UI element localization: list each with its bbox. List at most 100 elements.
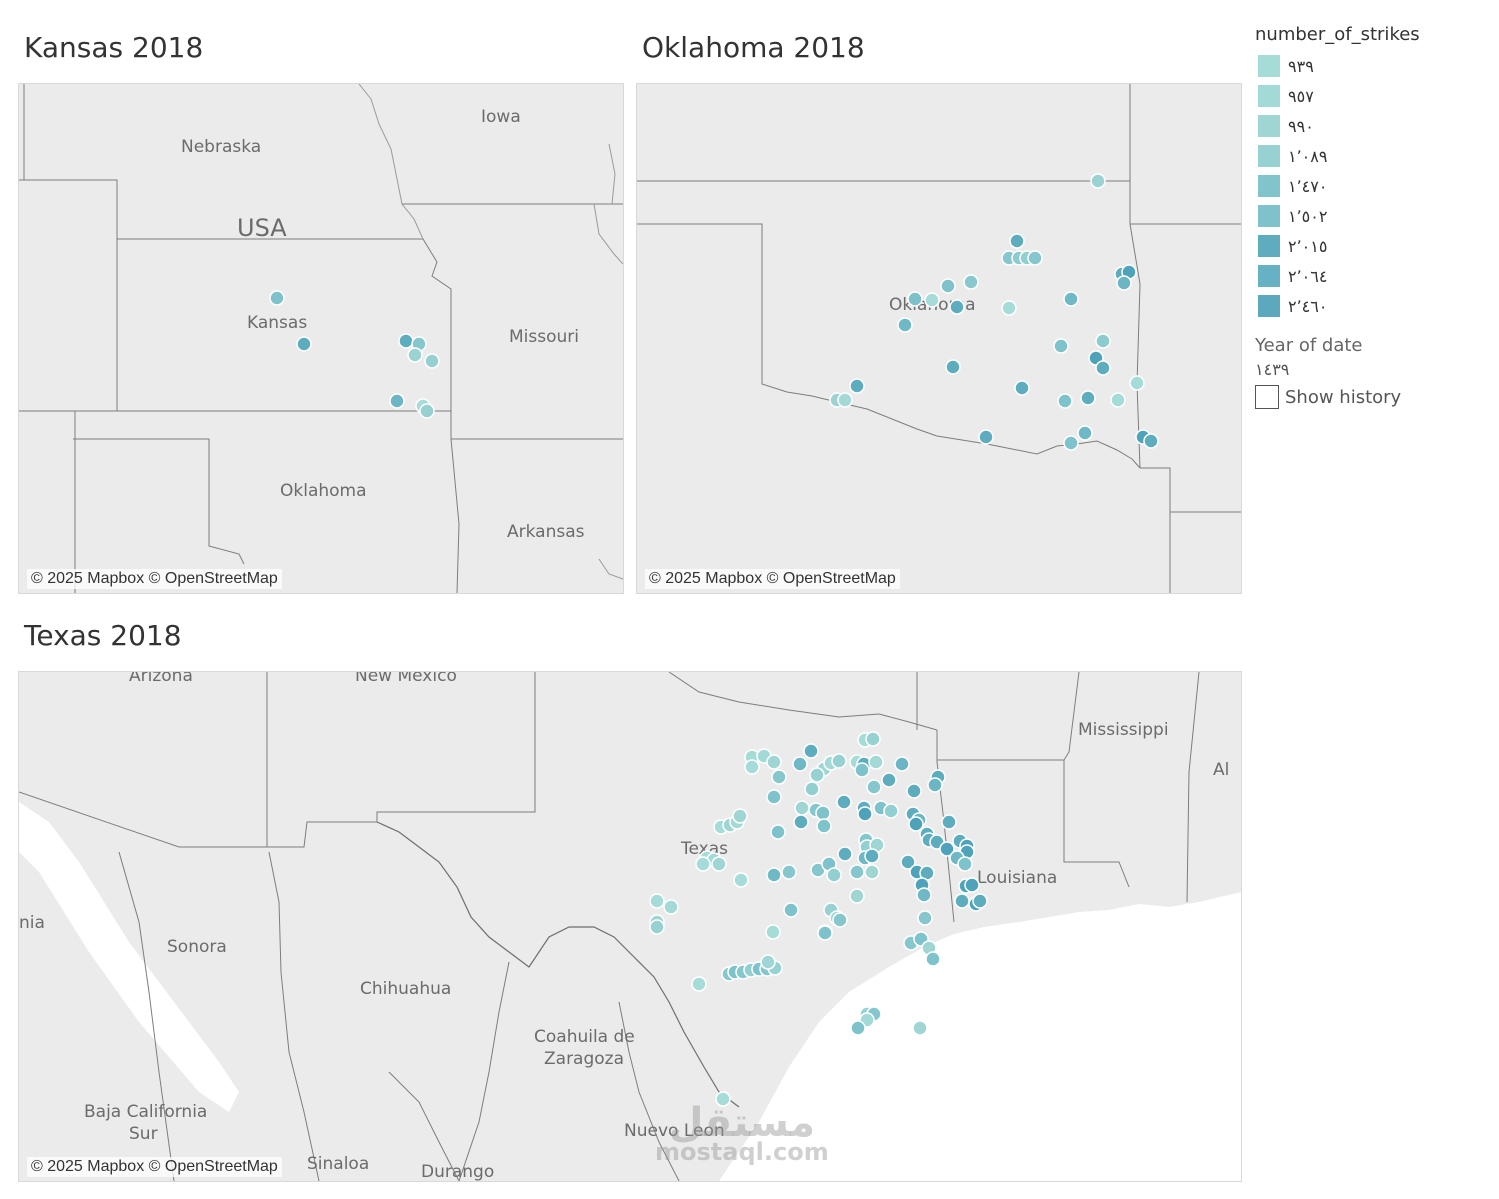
label-coahuila-2: Zaragoza [544, 1049, 624, 1069]
strike-points[interactable] [269, 290, 440, 419]
rio-grande [376, 821, 740, 1108]
strike-point [864, 848, 880, 864]
strike-point [744, 759, 760, 775]
legend-swatch [1258, 145, 1280, 167]
strike-point [1053, 338, 1069, 354]
year-filter: Year of date ١٤٣٩ Show history [1255, 335, 1485, 409]
texas-map-canvas: Arizona New Mexico Mississippi Al Texas … [19, 672, 1241, 1181]
kansas-north-border [117, 238, 452, 439]
strike-point [1143, 433, 1159, 449]
show-history-checkbox[interactable] [1255, 385, 1279, 409]
legend-item[interactable]: ٩٩٠ [1255, 111, 1485, 141]
legend-swatch [1258, 265, 1280, 287]
legend-swatch [1258, 235, 1280, 257]
map-credit: © 2025 Mapbox © OpenStreetMap [645, 569, 900, 589]
strike-point [760, 954, 776, 970]
strike-point [940, 278, 956, 294]
label-iowa: Iowa [481, 107, 521, 127]
strike-point [865, 731, 881, 747]
strike-point [1063, 291, 1079, 307]
legend-label: ٩٩٠ [1288, 116, 1314, 136]
strike-point [1090, 173, 1106, 189]
ok-ar-border [1129, 223, 1141, 469]
legend-title: number_of_strikes [1255, 24, 1420, 45]
legend-label: ١٬٤٧٠ [1288, 176, 1328, 196]
strike-point [269, 290, 285, 306]
strike-point [296, 336, 312, 352]
strike-point [972, 893, 988, 909]
strike-point [868, 754, 884, 770]
strike-point [826, 867, 842, 883]
strike-point [854, 762, 870, 778]
strike-point [1080, 390, 1096, 406]
legend-label: ٩٣٩ [1288, 56, 1314, 76]
label-sonora: Sonora [167, 937, 227, 957]
strike-point [908, 816, 924, 832]
legend-swatch [1258, 295, 1280, 317]
year-value[interactable]: ١٤٣٩ [1255, 360, 1290, 379]
chihuahua-west [268, 851, 320, 1181]
missouri-border [1129, 84, 1241, 225]
strike-point [1001, 300, 1017, 316]
legend-swatch [1258, 175, 1280, 197]
label-coahuila-1: Coahuila de [534, 1027, 635, 1047]
label-al: Al [1213, 760, 1229, 780]
kansas-map[interactable]: Nebraska Iowa USA Kansas Missouri Oklaho… [18, 83, 624, 594]
strike-points[interactable] [829, 173, 1159, 451]
river-se [598, 558, 623, 580]
legend-item[interactable]: ٢٬٤٦٠ [1255, 291, 1485, 321]
strike-point [733, 872, 749, 888]
strike-point [691, 976, 707, 992]
strike-point [809, 767, 825, 783]
strike-point [766, 754, 782, 770]
red-river [668, 672, 938, 731]
strike-point [917, 910, 933, 926]
strike-point [900, 854, 916, 870]
label-nebraska: Nebraska [181, 137, 261, 157]
label-louisiana: Louisiana [977, 868, 1057, 888]
strike-point [766, 867, 782, 883]
ok-ar-border [450, 438, 460, 593]
legend-item[interactable]: ١٬٤٧٠ [1255, 171, 1485, 201]
legend-swatch [1258, 85, 1280, 107]
strike-points[interactable] [649, 731, 988, 1107]
strike-point [978, 429, 994, 445]
strike-point [1014, 380, 1030, 396]
label-arkansas: Arkansas [507, 522, 585, 542]
strike-point [765, 924, 781, 940]
oklahoma-map[interactable]: Oklahoma [636, 83, 1242, 594]
label-sinaloa: Sinaloa [307, 1154, 369, 1174]
strike-point [1129, 375, 1145, 391]
nm-tx-border [376, 672, 536, 822]
legend-item[interactable]: ٩٣٩ [1255, 51, 1485, 81]
legend-item[interactable]: ١٬٥٠٢ [1255, 201, 1485, 231]
strike-point [1095, 333, 1111, 349]
label-mississippi: Mississippi [1078, 720, 1169, 740]
kansas-map-canvas: Nebraska Iowa USA Kansas Missouri Oklaho… [19, 84, 623, 593]
strike-point [389, 393, 405, 409]
strike-point [793, 814, 809, 830]
strike-point [1063, 435, 1079, 451]
legend-label: ٢٬٤٦٠ [1288, 296, 1328, 316]
legend-item[interactable]: ١٬٠٨٩ [1255, 141, 1485, 171]
strike-point [419, 403, 435, 419]
label-chihuahua: Chihuahua [360, 979, 451, 999]
legend-item[interactable]: ٢٬٠١٥ [1255, 231, 1485, 261]
show-history-toggle[interactable]: Show history [1255, 385, 1485, 409]
strike-point [732, 808, 748, 824]
strike-point [804, 781, 820, 797]
strike-point [925, 951, 941, 967]
strike-point [1009, 233, 1025, 249]
watermark: مستقل mostaql.com [655, 1100, 829, 1166]
watermark-logo: مستقل [668, 1100, 815, 1146]
sonora-chihuahua [118, 851, 175, 1181]
legend-item[interactable]: ٩٥٧ [1255, 81, 1485, 111]
label-baja-1: Baja California [84, 1102, 207, 1122]
durango-border [388, 1071, 460, 1181]
legend-item[interactable]: ٢٬٠٦٤ [1255, 261, 1485, 291]
strike-point [857, 806, 873, 822]
legend: number_of_strikes ٩٣٩ ٩٥٧ ٩٩٠ ١٬٠٨٩ ١٬٤٧… [1255, 24, 1485, 409]
legend-items: ٩٣٩ ٩٥٧ ٩٩٠ ١٬٠٨٩ ١٬٤٧٠ ١٬٥٠٢ ٢٬٠١٥ ٢٬٠٦… [1255, 51, 1485, 321]
strike-point [424, 353, 440, 369]
texas-map[interactable]: Arizona New Mexico Mississippi Al Texas … [18, 671, 1242, 1182]
